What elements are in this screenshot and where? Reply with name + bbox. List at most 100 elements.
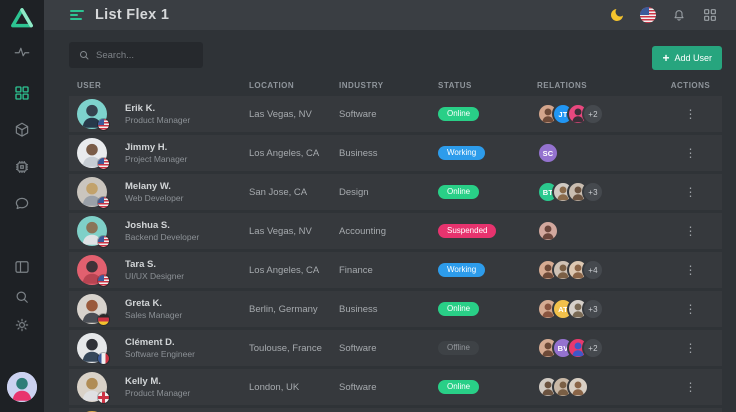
flag-badge	[97, 196, 110, 209]
row-actions-kebab[interactable]: ⋮	[684, 185, 697, 199]
status-badge: Working	[438, 263, 486, 277]
location-cell: Los Angeles, CA	[249, 147, 320, 159]
add-user-button[interactable]: + Add User	[652, 46, 722, 70]
flag-badge	[97, 313, 110, 326]
user-role: Project Manager	[125, 153, 188, 164]
location-cell: Toulouse, France	[249, 342, 322, 354]
sidebar-item-activity-icon[interactable]	[13, 43, 31, 61]
user-avatar	[77, 294, 110, 326]
plus-icon: +	[662, 51, 670, 65]
sidebar-item-chat-icon[interactable]	[13, 195, 31, 213]
sidebar-item-layout-icon[interactable]	[13, 258, 31, 276]
relations-cell: SC	[529, 142, 659, 164]
sidebar-item-cube-icon[interactable]	[13, 121, 31, 139]
column-header-user: USER	[77, 80, 102, 90]
relations-cell: JT +2	[529, 103, 659, 125]
location-cell: Las Vegas, NV	[249, 108, 312, 120]
user-role: Product Manager	[125, 114, 191, 125]
user-name: Kelly M.	[125, 375, 161, 387]
flag-badge	[97, 391, 110, 404]
relations-cell: BT +3	[529, 181, 659, 203]
user-avatar	[77, 372, 110, 404]
moon-theme-icon[interactable]	[609, 7, 625, 23]
industry-cell: Finance	[339, 264, 373, 276]
column-header-status: STATUS	[438, 80, 472, 90]
user-name: Clément D.	[125, 336, 175, 348]
table-row: Tara S. UI/UX Designer Los Angeles, CA F…	[69, 252, 722, 288]
row-actions-kebab[interactable]: ⋮	[684, 341, 697, 355]
location-cell: Berlin, Germany	[249, 303, 318, 315]
sidebar-item-chip-icon[interactable]	[13, 158, 31, 176]
row-actions-kebab[interactable]: ⋮	[684, 107, 697, 121]
user-name: Greta K.	[125, 297, 162, 309]
user-avatar	[77, 138, 110, 170]
top-bar: List Flex 1	[44, 0, 736, 30]
table-row: Greta K. Sales Manager Berlin, Germany B…	[69, 291, 722, 327]
row-actions-kebab[interactable]: ⋮	[684, 263, 697, 277]
flag-badge	[97, 157, 110, 170]
bell-icon[interactable]	[671, 7, 687, 23]
add-user-label: Add User	[674, 53, 712, 63]
industry-cell: Accounting	[339, 225, 387, 237]
hamburger-menu-icon[interactable]	[69, 7, 85, 23]
industry-cell: Design	[339, 186, 369, 198]
sidebar-profile-avatar[interactable]	[7, 372, 37, 402]
table-body: Erik K. Product Manager Las Vegas, NV So…	[69, 96, 722, 412]
page-title: List Flex 1	[95, 7, 170, 23]
relations-cell	[529, 376, 659, 398]
user-role: UI/UX Designer	[125, 270, 185, 281]
topbar-icons	[609, 7, 718, 23]
industry-cell: Software	[339, 381, 377, 393]
user-avatar	[77, 333, 110, 365]
row-actions-kebab[interactable]: ⋮	[684, 302, 697, 316]
relations-cell	[529, 220, 659, 242]
user-role: Product Manager	[125, 387, 191, 398]
table-row: Joshua S. Backend Developer Las Vegas, N…	[69, 213, 722, 249]
location-cell: London, UK	[249, 381, 300, 393]
location-cell: Las Vegas, NV	[249, 225, 312, 237]
user-name: Jimmy H.	[125, 141, 168, 153]
user-name: Joshua S.	[125, 219, 170, 231]
relation-overflow-count: +2	[582, 337, 604, 359]
status-badge: Online	[438, 380, 480, 394]
search-icon	[80, 51, 89, 60]
relations-cell: BV +2	[529, 337, 659, 359]
relation-overflow-count: +2	[582, 103, 604, 125]
us-flag-language-icon[interactable]	[640, 7, 656, 23]
user-name: Melany W.	[125, 180, 171, 192]
row-actions-kebab[interactable]: ⋮	[684, 224, 697, 238]
table-row: Erik K. Product Manager Las Vegas, NV So…	[69, 96, 722, 132]
sidebar	[0, 0, 44, 412]
industry-cell: Business	[339, 303, 378, 315]
row-actions-kebab[interactable]: ⋮	[684, 146, 697, 160]
sidebar-item-dashboard-grid-icon[interactable]	[13, 84, 31, 102]
industry-cell: Software	[339, 342, 377, 354]
relations-cell: AT +3	[529, 298, 659, 320]
status-badge: Suspended	[438, 224, 497, 238]
sidebar-item-settings-icon[interactable]	[13, 316, 31, 334]
user-avatar	[77, 216, 110, 248]
table-row: Clément D. Software Engineer Toulouse, F…	[69, 330, 722, 366]
flag-badge	[97, 274, 110, 287]
table-row: Jimmy H. Project Manager Los Angeles, CA…	[69, 135, 722, 171]
sidebar-items	[0, 31, 44, 334]
row-actions-kebab[interactable]: ⋮	[684, 380, 697, 394]
search-box	[69, 42, 203, 68]
column-header-actions: ACTIONS	[670, 80, 711, 90]
sidebar-item-search-icon[interactable]	[13, 288, 31, 306]
content-area: + Add User USER LOCATION INDUSTRY STATUS…	[44, 30, 736, 412]
apps-grid-icon[interactable]	[702, 7, 718, 23]
app-logo-icon[interactable]	[9, 5, 35, 31]
flag-badge	[97, 352, 110, 365]
location-cell: Los Angeles, CA	[249, 264, 320, 276]
search-input[interactable]	[69, 42, 203, 68]
user-avatar	[77, 99, 110, 131]
main-area: List Flex 1	[44, 0, 736, 412]
relation-overflow-count: +3	[582, 298, 604, 320]
relation-overflow-count: +3	[582, 181, 604, 203]
table-row: Melany W. Web Developer San Jose, CA Des…	[69, 174, 722, 210]
user-role: Software Engineer	[125, 348, 195, 359]
location-cell: San Jose, CA	[249, 186, 308, 198]
user-name: Tara S.	[125, 258, 156, 270]
table-row-partial	[69, 408, 722, 412]
